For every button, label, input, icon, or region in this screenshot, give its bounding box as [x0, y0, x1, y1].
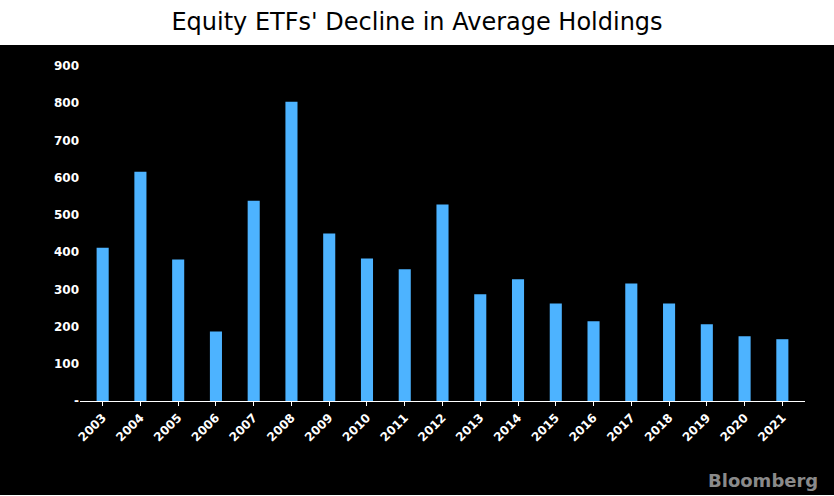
- svg-text:2018: 2018: [642, 411, 676, 445]
- svg-text:2011: 2011: [378, 411, 412, 445]
- svg-text:700: 700: [54, 134, 79, 148]
- svg-text:2010: 2010: [340, 411, 374, 445]
- html-text:Equity ETFs' Decline in Averag: Equity ETFs' Decline in Average Holdings: [171, 8, 663, 36]
- svg-text:2019: 2019: [680, 411, 714, 445]
- svg-text:600: 600: [54, 171, 79, 185]
- svg-text:200: 200: [54, 320, 79, 334]
- svg-text:100: 100: [54, 357, 79, 371]
- svg-text:2015: 2015: [529, 411, 563, 445]
- svg-text:2003: 2003: [76, 411, 110, 445]
- svg-text:2012: 2012: [415, 411, 449, 445]
- svg-text:2009: 2009: [302, 411, 336, 445]
- svg-text:2020: 2020: [717, 411, 751, 445]
- svg-text:500: 500: [54, 208, 79, 222]
- svg-text:800: 800: [54, 96, 79, 110]
- svg-text:2004: 2004: [113, 411, 147, 445]
- svg-text:300: 300: [54, 283, 79, 297]
- svg-text:2017: 2017: [604, 411, 638, 445]
- svg-text:2007: 2007: [227, 411, 261, 445]
- svg-text:Bloomberg: Bloomberg: [708, 470, 818, 491]
- svg-text:400: 400: [54, 245, 79, 259]
- svg-text:2021: 2021: [755, 411, 789, 445]
- svg-text:2014: 2014: [491, 411, 525, 445]
- svg-text:900: 900: [54, 59, 79, 73]
- svg-text:2008: 2008: [264, 411, 298, 445]
- svg-text:2006: 2006: [189, 411, 223, 445]
- svg-text:2016: 2016: [566, 411, 600, 445]
- svg-text:-: -: [74, 394, 79, 408]
- svg-text:2013: 2013: [453, 411, 487, 445]
- svg-text:2005: 2005: [151, 411, 185, 445]
